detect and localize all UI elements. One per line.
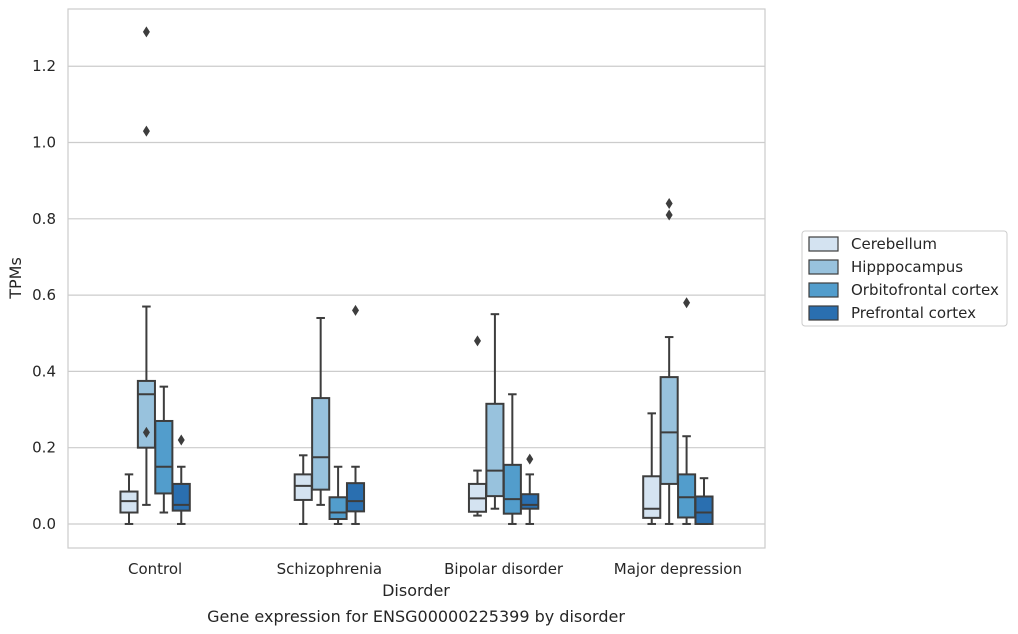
box-group bbox=[520, 453, 540, 525]
box-body bbox=[677, 473, 697, 519]
box-body bbox=[659, 376, 679, 485]
plot-frame bbox=[67, 8, 766, 549]
outlier-point bbox=[142, 426, 150, 438]
box-group bbox=[694, 477, 714, 525]
legend: Cerebellum Hipppocampus Orbitofrontal cort… bbox=[801, 230, 1008, 327]
x-axis-label: Disorder bbox=[382, 581, 450, 600]
legend-frame bbox=[801, 230, 1008, 327]
box-body bbox=[485, 402, 505, 498]
box-group bbox=[171, 434, 191, 525]
box-body bbox=[520, 493, 540, 510]
y-tick-label: 0.6 bbox=[32, 286, 56, 304]
legend-label: Cerebellum bbox=[851, 235, 937, 253]
outlier-point bbox=[683, 297, 691, 309]
box-group bbox=[345, 304, 366, 525]
y-tick-label: 0.4 bbox=[32, 362, 56, 380]
legend-swatch bbox=[808, 305, 839, 321]
box-body bbox=[345, 482, 366, 513]
box-body bbox=[136, 379, 156, 449]
box-group bbox=[659, 198, 679, 525]
x-axis-ticks: Control Schizophrenia Bipolar disorder Majo… bbox=[128, 560, 742, 578]
boxes bbox=[119, 26, 714, 525]
box-group bbox=[328, 465, 348, 525]
box-body bbox=[293, 473, 313, 501]
y-axis-label: TPMs bbox=[6, 257, 25, 300]
outlier-point bbox=[177, 434, 185, 446]
box-body bbox=[642, 475, 662, 519]
chart-caption: Gene expression for ENSG00000225399 by d… bbox=[207, 607, 625, 626]
legend-label: Hipppocampus bbox=[851, 258, 963, 276]
box-group bbox=[136, 26, 156, 506]
box-group bbox=[293, 454, 313, 525]
outlier-point bbox=[665, 209, 673, 221]
x-tick-label: Major depression bbox=[614, 560, 742, 578]
outlier-point bbox=[352, 304, 360, 316]
legend-label: Orbitofrontal cortex bbox=[851, 281, 999, 299]
outlier-point bbox=[665, 198, 673, 210]
box-group bbox=[154, 385, 174, 514]
x-tick-label: Control bbox=[128, 560, 182, 578]
outlier-point bbox=[473, 335, 481, 347]
x-tick-label: Bipolar disorder bbox=[444, 560, 564, 578]
y-tick-label: 0.0 bbox=[32, 515, 56, 533]
y-tick-label: 1.2 bbox=[32, 57, 56, 75]
box-body bbox=[328, 496, 348, 521]
box-body bbox=[694, 495, 714, 525]
outlier-point bbox=[142, 26, 150, 38]
box-group bbox=[311, 316, 331, 506]
box-group bbox=[467, 335, 488, 517]
grid-lines bbox=[68, 65, 765, 525]
box-body bbox=[171, 482, 191, 512]
outlier-point bbox=[142, 125, 150, 137]
y-tick-label: 1.0 bbox=[32, 134, 56, 152]
box-group bbox=[119, 473, 139, 525]
y-tick-label: 0.8 bbox=[32, 210, 56, 228]
box-group bbox=[485, 313, 505, 510]
legend-swatch bbox=[808, 259, 839, 275]
box-body bbox=[311, 397, 331, 491]
legend-swatch bbox=[808, 282, 839, 298]
y-axis-ticks: 0.0 0.2 0.4 0.6 0.8 1.0 1.2 bbox=[32, 57, 56, 533]
legend-label: Prefrontal cortex bbox=[851, 304, 976, 322]
outlier-point bbox=[526, 453, 534, 465]
box-body bbox=[154, 419, 174, 495]
box-body bbox=[502, 463, 522, 515]
box-group bbox=[642, 412, 662, 525]
box-group bbox=[502, 393, 522, 525]
legend-swatch bbox=[808, 236, 839, 252]
y-tick-label: 0.2 bbox=[32, 439, 56, 457]
x-tick-label: Schizophrenia bbox=[277, 560, 382, 578]
box-group bbox=[677, 297, 697, 525]
